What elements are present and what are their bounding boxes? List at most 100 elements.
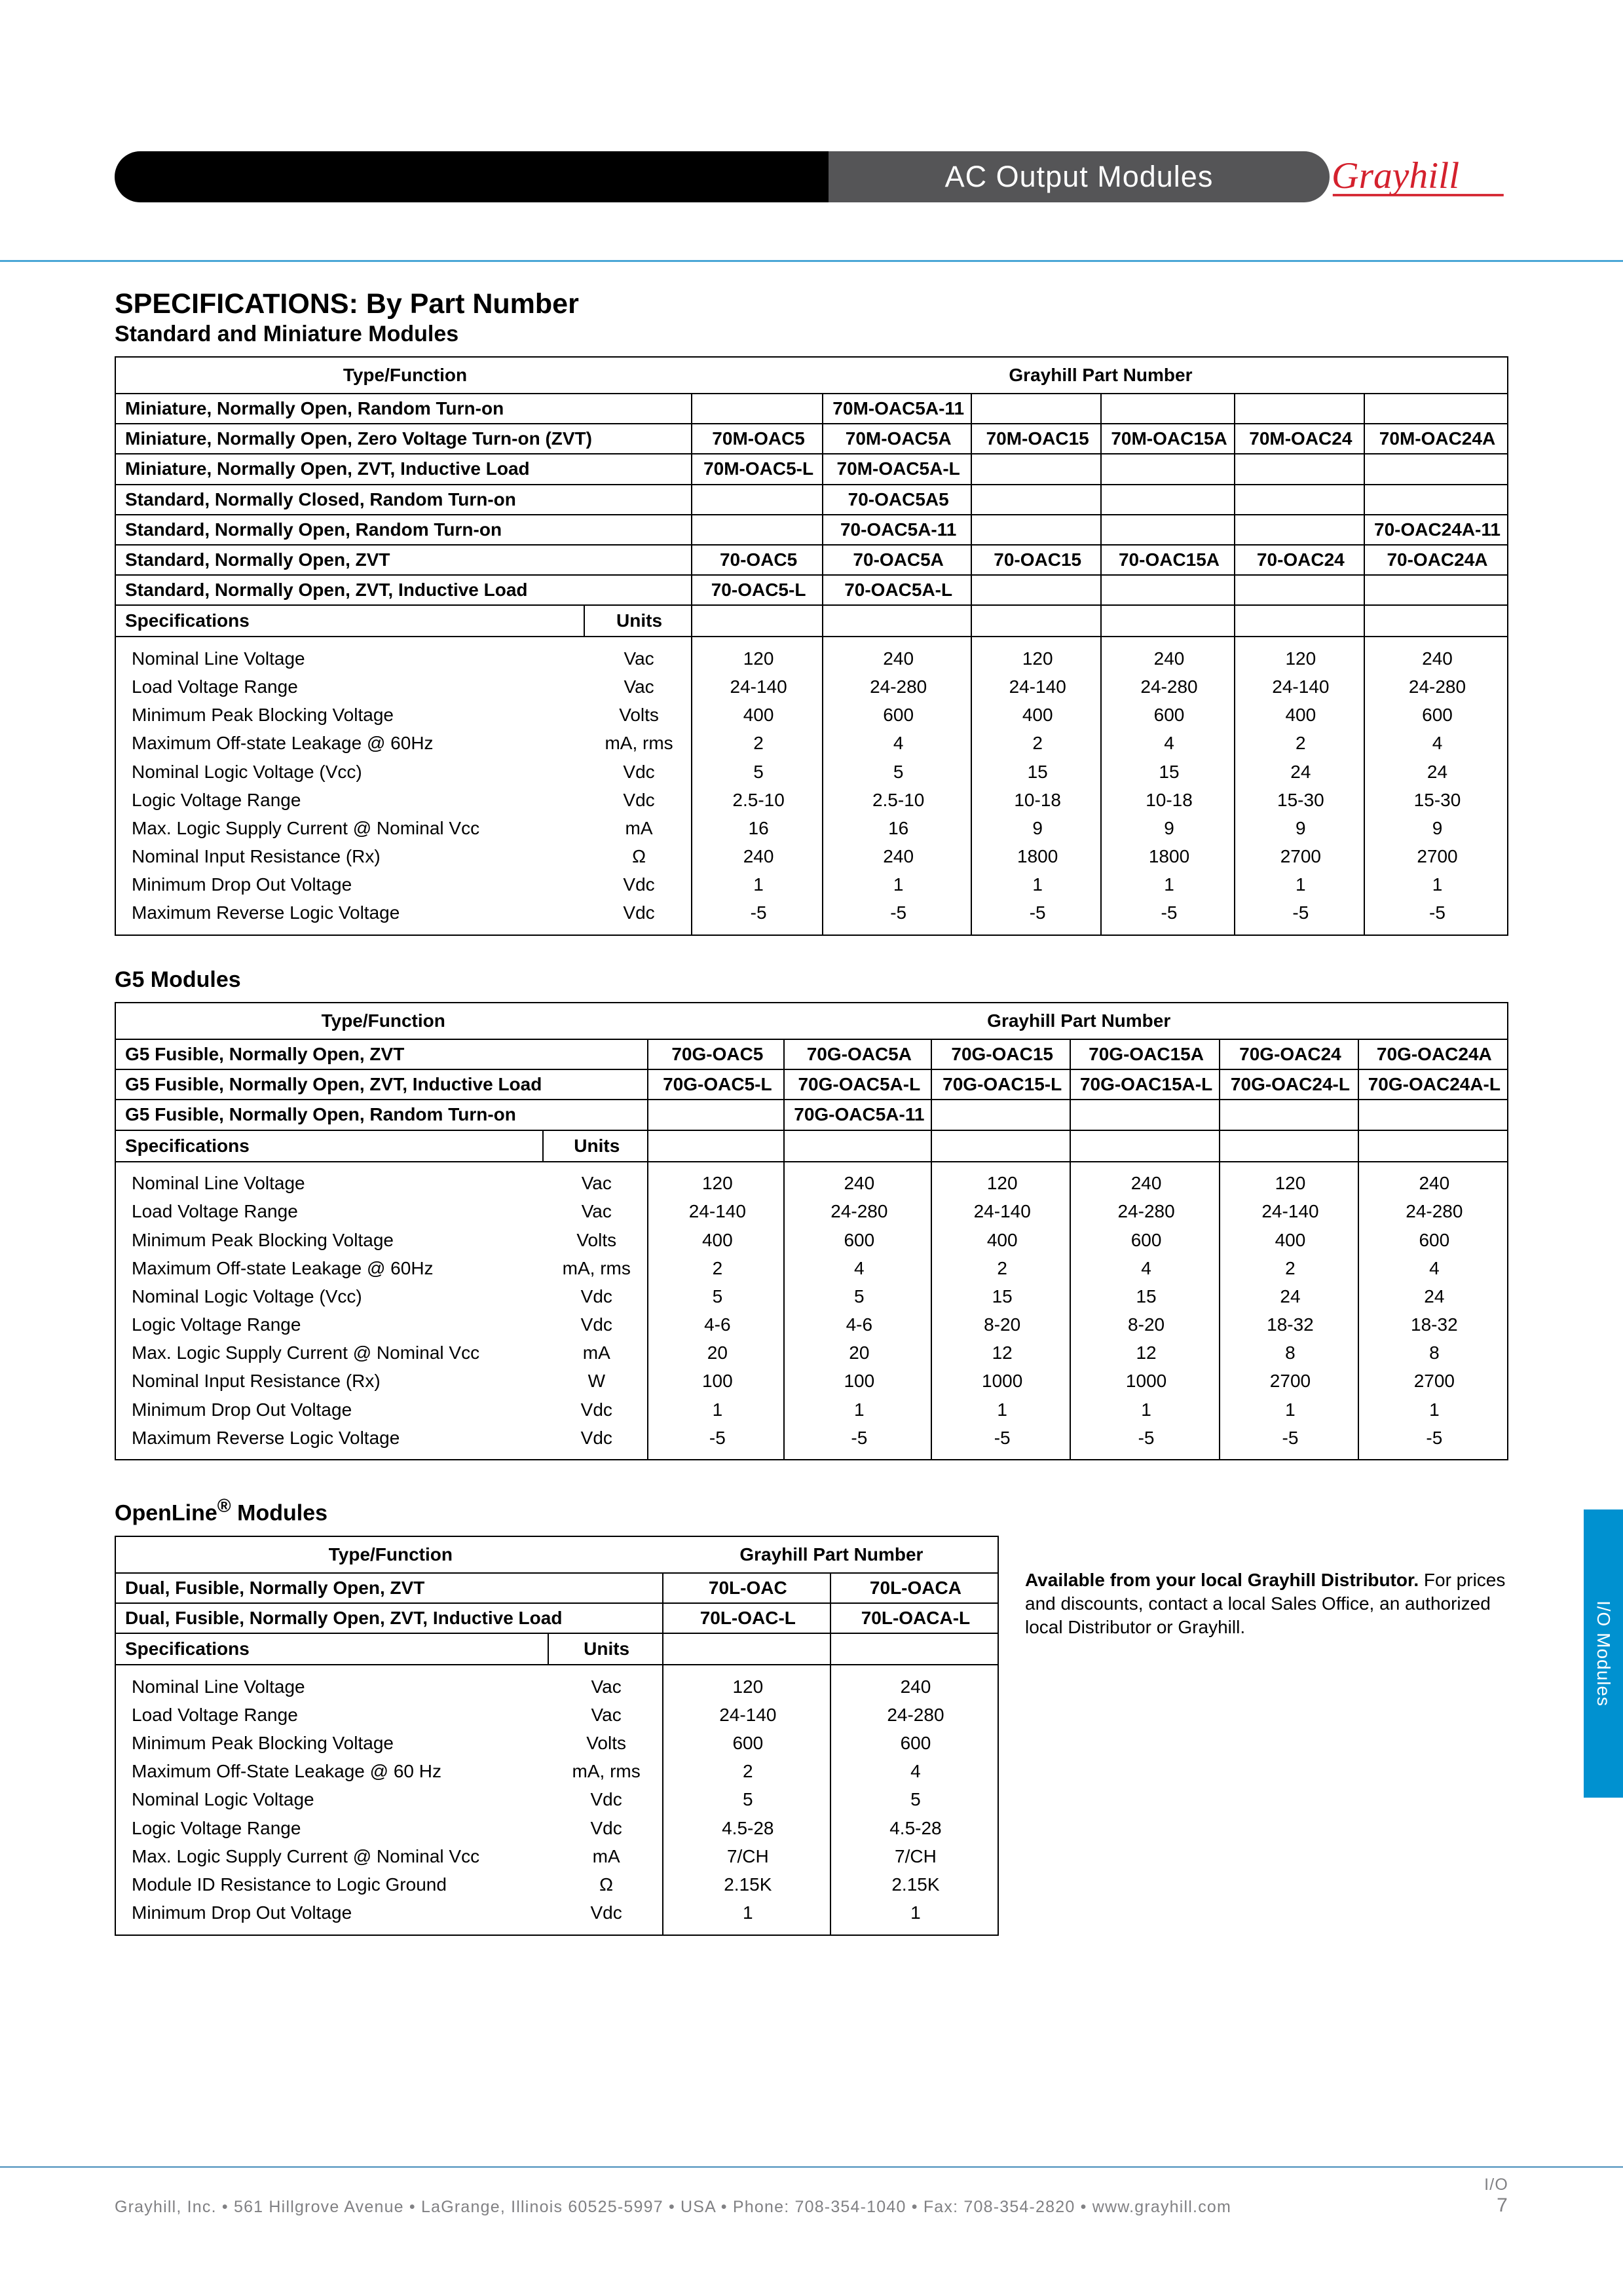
spec-hdr-blank	[1235, 605, 1364, 637]
spec-value: 24-140	[692, 673, 823, 701]
spec-value: 120	[1235, 644, 1364, 673]
part-cell	[1235, 454, 1364, 484]
spec-value: 24-280	[784, 1198, 931, 1226]
spec-label: Module ID Resistance to Logic Ground	[115, 1870, 548, 1898]
spec-hdr-blank	[1364, 605, 1508, 637]
spec-value: 240	[1070, 1170, 1220, 1198]
spec-value: -5	[1235, 899, 1364, 927]
spec-hdr-units: Units	[548, 1633, 663, 1665]
spec-value: 600	[823, 701, 971, 730]
spec-value: 1000	[931, 1367, 1070, 1396]
part-cell	[648, 1100, 784, 1130]
spec-units: Vac	[543, 1170, 648, 1198]
part-row-label: G5 Fusible, Normally Open, ZVT, Inductiv…	[115, 1069, 648, 1100]
spec-value: 15-30	[1364, 786, 1508, 814]
spec-units: Vdc	[548, 1899, 663, 1927]
spec-units: mA, rms	[543, 1254, 648, 1282]
part-cell: 70-OAC5-L	[692, 575, 823, 605]
spec-label: Logic Voltage Range	[115, 1311, 543, 1339]
spec-units: Vdc	[548, 1786, 663, 1814]
spec-value: 240	[823, 644, 971, 673]
page-footer: Grayhill, Inc. • 561 Hillgrove Avenue • …	[115, 2176, 1508, 2217]
spec-value: 24-140	[1235, 673, 1364, 701]
spec-units: Vac	[543, 1198, 648, 1226]
spec-value: -5	[1358, 1424, 1508, 1452]
spec-value: 600	[830, 1730, 998, 1758]
spec-value: 8	[1358, 1339, 1508, 1367]
part-cell	[1101, 485, 1234, 515]
spec-value: 4-6	[784, 1311, 931, 1339]
spec-value: 400	[692, 701, 823, 730]
spec-label: Max. Logic Supply Current @ Nominal Vcc	[115, 814, 584, 842]
spec-value: 2	[931, 1254, 1070, 1282]
spec-value: 400	[931, 1226, 1070, 1254]
spec-hdr-units: Units	[584, 605, 692, 637]
spec-hdr-blank	[931, 1130, 1070, 1162]
spec-hdr-label: Specifications	[115, 1633, 548, 1665]
table3: Type/FunctionGrayhill Part NumberDual, F…	[115, 1536, 999, 1936]
spec-value: 5	[663, 1786, 830, 1814]
spec-label: Load Voltage Range	[115, 673, 584, 701]
spec-units: mA	[584, 814, 692, 842]
distributor-head: Available from your local Grayhill Distr…	[1025, 1570, 1419, 1590]
part-cell: 70G-OAC5A	[784, 1039, 931, 1069]
spec-label: Logic Voltage Range	[115, 786, 584, 814]
spec-value: 24	[1220, 1282, 1358, 1310]
spec-value: 15	[1101, 758, 1234, 786]
top-rule	[0, 260, 1623, 262]
spec-label: Load Voltage Range	[115, 1701, 548, 1729]
spec-value: 2700	[1235, 843, 1364, 871]
spec-value: 120	[692, 644, 823, 673]
part-cell: 70M-OAC24	[1235, 424, 1364, 454]
part-row-label: G5 Fusible, Normally Open, Random Turn-o…	[115, 1100, 648, 1130]
spec-value: 16	[692, 814, 823, 842]
spec-value: 4	[1070, 1254, 1220, 1282]
part-cell	[1364, 454, 1508, 484]
spec-value: 600	[1364, 701, 1508, 730]
spec-value: 24-280	[1101, 673, 1234, 701]
spec-value: -5	[1364, 899, 1508, 927]
spec-units: W	[543, 1367, 648, 1396]
spec-units: Volts	[543, 1226, 648, 1254]
table3-subtitle: OpenLine® Modules	[115, 1496, 1508, 1526]
spec-value: 240	[784, 1170, 931, 1198]
spec-value: 4	[830, 1758, 998, 1786]
spec-label: Minimum Peak Blocking Voltage	[115, 701, 584, 730]
part-cell: 70M-OAC24A	[1364, 424, 1508, 454]
part-cell	[1101, 454, 1234, 484]
table-hdr-left: Type/Function	[115, 357, 692, 394]
spec-value: -5	[1101, 899, 1234, 927]
part-row-label: Miniature, Normally Open, Zero Voltage T…	[115, 424, 692, 454]
spec-value: 4	[1358, 1254, 1508, 1282]
spec-value: 2.15K	[663, 1870, 830, 1898]
spec-value: 1	[830, 1899, 998, 1927]
part-cell	[1364, 394, 1508, 424]
part-cell: 70G-OAC5A-L	[784, 1069, 931, 1100]
part-cell: 70M-OAC15A	[1101, 424, 1234, 454]
footer-rule	[0, 2166, 1623, 2168]
part-cell	[692, 394, 823, 424]
part-cell	[1364, 485, 1508, 515]
spec-value: 2700	[1220, 1367, 1358, 1396]
spec-value: 120	[931, 1170, 1070, 1198]
part-row-label: Miniature, Normally Open, Random Turn-on	[115, 394, 692, 424]
brand-logo: Grayhill	[1330, 151, 1508, 202]
part-row-label: G5 Fusible, Normally Open, ZVT	[115, 1039, 648, 1069]
spec-label: Logic Voltage Range	[115, 1814, 548, 1842]
spec-units: Vdc	[584, 786, 692, 814]
spec-units: Ω	[548, 1870, 663, 1898]
spec-value: 4	[1101, 730, 1234, 758]
spec-value: 600	[1070, 1226, 1220, 1254]
spec-value: 24-280	[1364, 673, 1508, 701]
part-cell: 70L-OAC	[663, 1573, 830, 1603]
spec-value: 600	[1358, 1226, 1508, 1254]
spec-hdr-units: Units	[543, 1130, 648, 1162]
spec-value: 1	[648, 1396, 784, 1424]
part-cell: 70-OAC24	[1235, 545, 1364, 575]
part-cell	[1070, 1100, 1220, 1130]
spec-value: 8-20	[1070, 1311, 1220, 1339]
spec-value: 120	[1220, 1170, 1358, 1198]
part-cell: 70M-OAC15	[971, 424, 1101, 454]
spec-label: Minimum Drop Out Voltage	[115, 1899, 548, 1927]
part-cell: 70-OAC24A	[1364, 545, 1508, 575]
